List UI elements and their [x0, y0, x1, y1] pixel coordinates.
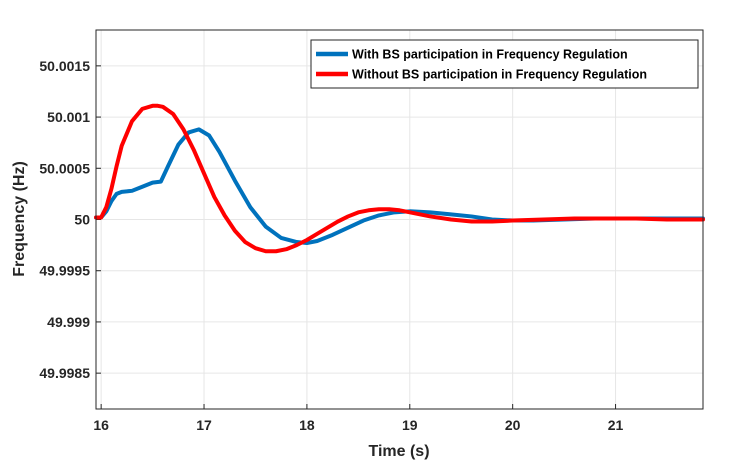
x-axis-label: Time (s)	[368, 443, 429, 460]
x-tick-label: 17	[196, 417, 212, 433]
y-axis-label: Frequency (Hz)	[11, 161, 28, 277]
series-lines	[94, 103, 705, 254]
x-tick-label: 16	[93, 417, 109, 433]
x-tick-labels: 16 17 18 19 20 21	[93, 417, 623, 433]
x-tick-label: 18	[299, 417, 315, 433]
plot-area-frame	[95, 29, 704, 410]
x-tick-label: 19	[402, 417, 418, 433]
y-tick-label: 50.0005	[39, 160, 90, 176]
y-tick-labels: 49.9985 49.999 49.9995 50 50.0005 50.001 50.00…	[39, 58, 90, 381]
series-line-without-bs	[94, 103, 705, 254]
y-tick-label: 49.999	[47, 314, 90, 330]
y-tick-label: 49.9995	[39, 263, 90, 279]
legend-label-without-bs: Without BS participation in Frequency Re…	[352, 68, 647, 82]
y-tick-label: 50.001	[47, 109, 90, 125]
legend: With BS participation in Frequency Regul…	[310, 39, 699, 89]
legend-label-with-bs: With BS participation in Frequency Regul…	[352, 48, 628, 62]
y-tick-label: 49.9985	[39, 365, 90, 381]
x-tick-label: 20	[505, 417, 521, 433]
legend-box	[310, 39, 699, 89]
y-tick-label: 50	[74, 212, 90, 228]
x-tick-label: 21	[608, 417, 624, 433]
y-tick-label: 50.0015	[39, 58, 90, 74]
